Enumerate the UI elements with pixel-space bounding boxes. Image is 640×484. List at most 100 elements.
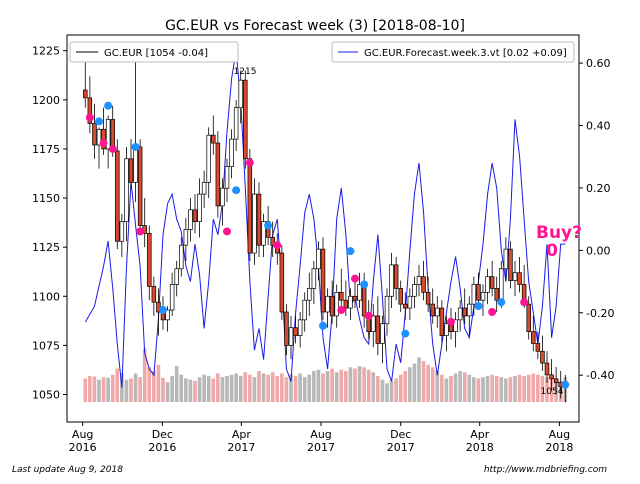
buy-marker [497,298,506,307]
volume-bar [243,372,248,402]
candle [453,311,458,348]
y-left-tick-label: 1075 [32,339,60,352]
volume-bar [229,374,234,402]
candle [188,198,193,242]
volume-bar [513,375,517,402]
volume-bar [193,380,197,402]
candle [457,300,463,332]
candle-body [421,276,426,293]
sell-marker [108,144,117,153]
candle [307,272,312,316]
volume-bar [481,377,485,402]
candle-body [169,284,175,311]
volume-bar [138,377,142,402]
candle-body [320,248,326,313]
sell-marker [447,317,455,326]
candle [412,276,417,309]
candle-body [270,236,275,246]
candle-body [553,378,559,384]
volume-bar [362,367,366,402]
volume-bar [106,377,110,402]
buy-marker [104,101,113,110]
candle [444,315,449,352]
volume-bar [188,379,193,402]
candle-body [339,291,344,301]
legend-left-label: GC.EUR [1054 -0.04] [104,48,208,59]
buy-marker [95,117,103,126]
candle-body [462,307,467,317]
candle-body [151,286,157,303]
x-tick-label-month: Aug [72,428,93,441]
candle [485,268,490,305]
signal-value: 0 [546,241,558,261]
candle-body [211,134,216,144]
candle-body [256,193,262,246]
volume-bar [389,380,394,402]
candle-body [544,362,550,376]
volume-bar [508,377,513,402]
candle-body [380,323,385,344]
volume-bar [412,363,417,402]
candle-body [261,221,266,246]
candle [517,256,522,293]
x-tick-label-month: Apr [232,428,252,441]
volume-bar [147,367,152,402]
volume-bar [366,369,371,402]
forecast-series [84,50,566,388]
buy-marker [264,221,273,230]
candle [343,280,349,316]
volume-bar [184,378,188,402]
candle-body [87,97,93,124]
volume-bar [453,373,458,402]
volume-bar [494,375,499,402]
volume-bar [115,368,120,402]
candle-body [96,128,102,146]
candle [224,158,230,202]
candle [220,178,225,226]
candle [357,272,362,309]
sell-marker [273,241,282,250]
volume-bar [316,369,321,402]
volume-bar [380,379,385,402]
volume-bar [545,377,549,402]
volume-bar [476,378,481,402]
candle-body [467,303,472,317]
candle-body [128,158,134,183]
candle-body [508,248,513,281]
y-left-tick-label: 1150 [32,192,60,205]
volume-bar [179,374,184,402]
volume-bar [289,374,293,402]
candle [348,288,353,320]
volume-bar [344,371,348,402]
candle [311,260,317,305]
volume-bar [371,372,376,402]
volume-bar [426,364,430,402]
candle-body [165,309,170,321]
candle [179,237,184,277]
last-update-text: Last update Aug 9, 2018 [12,465,123,475]
candle [471,276,477,316]
candle [384,288,390,336]
candle-body [499,268,504,301]
candle-body [174,268,179,285]
candle [137,139,143,234]
candle-body [206,134,211,183]
candle [270,221,275,257]
sell-marker [351,274,359,283]
volume-bar [216,373,220,402]
candle-body [288,327,294,346]
candle-body [215,142,221,207]
sell-marker [364,311,373,320]
volume-bar [376,375,380,402]
candle-body [201,181,207,195]
volume-bar [325,371,330,402]
y-left-tick-label: 1175 [32,143,60,156]
x-tick-label-year: 2018 [545,441,573,454]
buy-marker [360,280,369,289]
candle [229,129,234,179]
volume-bar [430,367,435,402]
candle [329,280,335,324]
volume-bar [504,378,508,402]
candle-body [334,291,339,317]
buy-marker [159,306,167,315]
